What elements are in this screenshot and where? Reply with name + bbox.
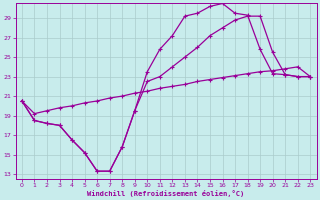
X-axis label: Windchill (Refroidissement éolien,°C): Windchill (Refroidissement éolien,°C) (87, 190, 245, 197)
